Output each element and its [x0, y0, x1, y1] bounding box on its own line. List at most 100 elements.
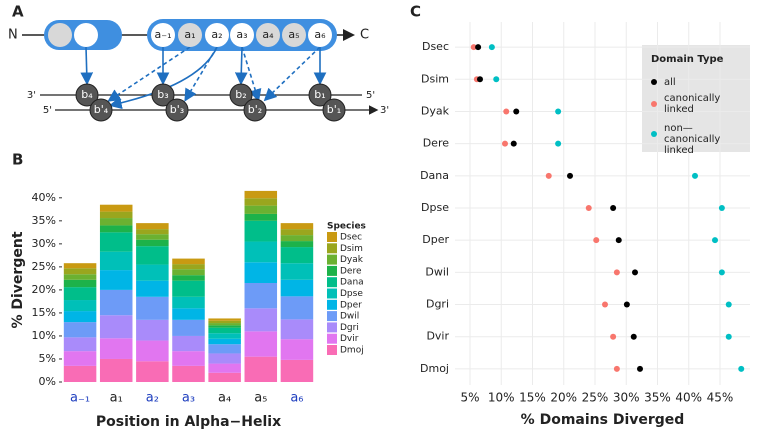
- bar-segment: [172, 308, 205, 320]
- bar-segment: [172, 335, 205, 352]
- site: [48, 23, 72, 47]
- legend-label: non—canonically linked: [664, 123, 721, 156]
- dot: [585, 205, 592, 211]
- bar-segment: [99, 232, 133, 252]
- bar-segment: [280, 229, 314, 236]
- legend-label: Dere: [340, 266, 362, 276]
- bar-segment: [99, 338, 133, 359]
- bar-segment: [99, 225, 133, 233]
- legend-label: canonically linked: [664, 93, 721, 115]
- x-tick-label: a₋₁: [70, 391, 90, 406]
- bar-segment: [244, 213, 278, 221]
- bar-segment: [99, 358, 133, 382]
- legend-dot: [651, 131, 657, 137]
- base: [89, 98, 113, 122]
- base: [151, 83, 175, 107]
- bar-segment: [136, 340, 169, 362]
- base: [75, 83, 99, 107]
- y-tick-label: Dvir: [426, 330, 449, 343]
- site-label: a₅: [288, 28, 299, 41]
- bar-segment: [63, 311, 97, 323]
- base-label: b'₂: [248, 103, 262, 116]
- panel-label: C: [410, 3, 421, 21]
- site-label: a₋₁: [155, 28, 172, 41]
- y-tick-label: 40%: [32, 191, 56, 204]
- bar-segment: [244, 220, 278, 242]
- site: [205, 23, 229, 47]
- legend-swatch: [327, 254, 337, 265]
- y-tick-label: Dgri: [426, 298, 449, 311]
- y-tick-label: Dper: [422, 233, 449, 246]
- bar-segment: [63, 365, 97, 382]
- x-tick-label: a₂: [146, 391, 159, 406]
- x-tick-label: a₃: [182, 391, 195, 406]
- x-tick-label: a₁: [110, 391, 123, 406]
- legend-title: Domain Type: [651, 54, 724, 65]
- bar-segment: [208, 353, 241, 364]
- bar-segment: [208, 327, 241, 334]
- bar-segment: [172, 264, 205, 270]
- bar-segment: [99, 211, 133, 219]
- x-tick-label: 10%: [488, 391, 515, 405]
- dot: [623, 301, 630, 308]
- legend-dot: [651, 101, 657, 107]
- legend-swatch: [327, 232, 337, 242]
- legend-label: Dana: [340, 278, 364, 288]
- bar-segment: [172, 351, 205, 366]
- dot: [593, 237, 600, 244]
- dot: [718, 269, 725, 276]
- bar-segment: [244, 262, 278, 283]
- y-tick-label: Dmoj: [420, 362, 449, 375]
- dot: [567, 172, 573, 179]
- x-tick-label: 45%: [707, 391, 734, 405]
- strand-end: 5': [366, 90, 375, 101]
- legend-title: Species: [327, 222, 366, 232]
- site-label: a₂: [211, 28, 222, 41]
- y-tick-label: Dere: [423, 137, 450, 150]
- bar-segment: [280, 279, 314, 297]
- bar-segment: [63, 287, 97, 301]
- bar-segment: [172, 269, 205, 276]
- x-axis-label: % Domains Diverged: [521, 412, 685, 428]
- legend-label: Dwil: [340, 312, 359, 322]
- bar-segment: [280, 247, 314, 264]
- dot: [692, 172, 698, 179]
- legend-swatch: [327, 243, 337, 254]
- bar-segment: [280, 223, 314, 230]
- bar-segment: [136, 296, 169, 320]
- legend-swatch: [327, 288, 337, 299]
- base: [308, 83, 332, 107]
- dot: [610, 205, 617, 211]
- legend-label: Dgri: [340, 323, 359, 333]
- bar-segment: [244, 241, 278, 263]
- bar-segment: [99, 315, 133, 339]
- bar-segment: [244, 205, 278, 214]
- n-terminus: N: [8, 28, 18, 43]
- bar-segment: [172, 280, 205, 297]
- bar-segment: [136, 234, 169, 240]
- bar-segment: [172, 275, 205, 281]
- x-tick-label: 25%: [582, 391, 609, 405]
- bar-segment: [208, 325, 241, 328]
- base-label: b₄: [81, 88, 93, 101]
- dot: [738, 365, 745, 372]
- bar-segment: [63, 300, 97, 312]
- dot: [632, 269, 638, 276]
- bar-segment: [244, 282, 278, 309]
- y-tick-label: 25%: [32, 260, 56, 273]
- bar-segment: [280, 339, 314, 360]
- site: [308, 23, 332, 47]
- bar-segment: [280, 241, 314, 248]
- legend-label: Dsim: [340, 244, 363, 254]
- x-tick-label: a₄: [218, 391, 231, 406]
- bar-segment: [63, 351, 97, 366]
- bar-segment: [136, 280, 169, 297]
- y-tick-label: 35%: [32, 214, 56, 227]
- legend-label: Dpse: [340, 289, 363, 299]
- site-label: a₆: [314, 28, 326, 41]
- bar-segment: [244, 308, 278, 332]
- dot: [725, 333, 732, 340]
- legend-label: Dsec: [340, 233, 362, 243]
- legend-dot: [651, 79, 657, 85]
